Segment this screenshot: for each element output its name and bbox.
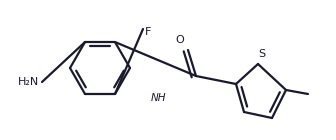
Text: S: S (258, 49, 265, 59)
Text: F: F (145, 27, 151, 37)
Text: O: O (176, 35, 184, 45)
Text: H₂N: H₂N (17, 77, 39, 87)
Text: NH: NH (150, 93, 166, 103)
